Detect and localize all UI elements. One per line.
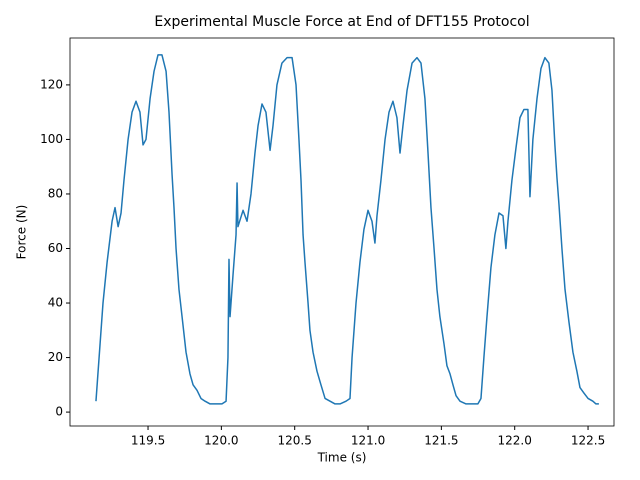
- y-tick-label: 0: [55, 405, 63, 419]
- y-tick-label: 20: [48, 350, 63, 364]
- x-tick-label: 121.0: [351, 434, 385, 448]
- y-tick-label: 120: [40, 77, 63, 91]
- x-tick-label: 122.0: [498, 434, 532, 448]
- y-axis-label: Force (N): [15, 205, 29, 260]
- x-tick-label: 120.5: [278, 434, 312, 448]
- y-tick-label: 80: [48, 186, 63, 200]
- data-line: [95, 54, 599, 405]
- y-tick-label: 60: [48, 241, 63, 255]
- x-tick-label: 122.5: [571, 434, 605, 448]
- x-tick-label: 120.0: [204, 434, 238, 448]
- x-tick-label: 119.5: [131, 434, 165, 448]
- y-tick-label: 40: [48, 296, 63, 310]
- plot-frame: [69, 37, 615, 427]
- y-tick-label: 100: [40, 132, 63, 146]
- x-tick-label: 121.5: [424, 434, 458, 448]
- chart-title: Experimental Muscle Force at End of DFT1…: [154, 14, 529, 30]
- x-axis-label: Time (s): [317, 451, 367, 465]
